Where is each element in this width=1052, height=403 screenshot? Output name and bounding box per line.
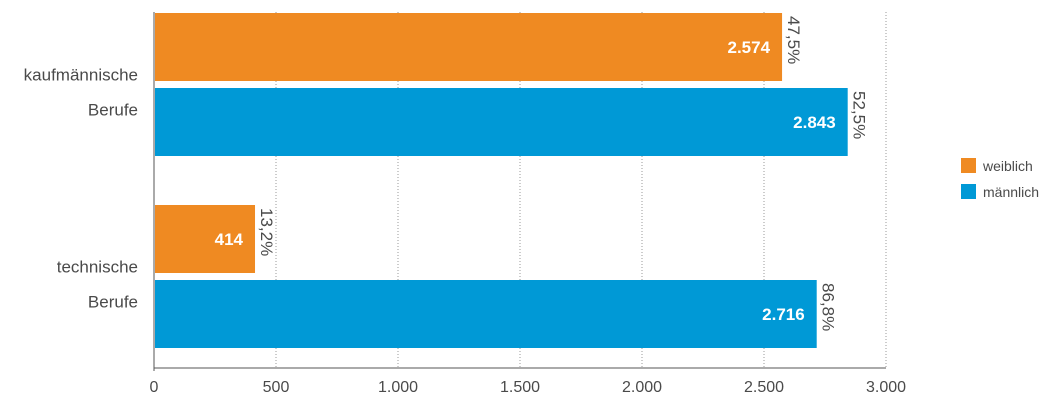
category-labels: kaufmännische Berufe technische Berufe (24, 66, 138, 312)
x-tick-labels: 0 500 1.000 1.500 2.000 2.500 3.000 (150, 379, 907, 396)
bar-männlich-0 (155, 88, 848, 156)
x-tick-label-1500: 1.500 (500, 379, 540, 396)
category-label-1-line-1: technische (57, 258, 138, 277)
x-tick-label-2500: 2.500 (744, 379, 784, 396)
legend-label-männlich: männlich (983, 184, 1039, 200)
category-label-0-line-1: kaufmännische (24, 66, 138, 85)
bar-value-label-weiblich-0: 2.574 (728, 38, 771, 57)
bar-weiblich-0 (155, 13, 783, 81)
bar-value-label-männlich-0: 2.843 (793, 113, 836, 132)
bar-percent-label-weiblich-0: 47,5% (784, 16, 803, 64)
bars: 2.574 47,5% 2.843 52,5% 414 13,2% 2.716 86,8% (155, 13, 869, 348)
bar-percent-label-weiblich-1: 13,2% (257, 208, 276, 256)
bar-value-label-männlich-1: 2.716 (762, 305, 805, 324)
category-label-0-line-2: Berufe (88, 101, 138, 120)
bar-weiblich-1 (155, 205, 256, 273)
x-tick-label-500: 500 (263, 379, 290, 396)
grid-lines (275, 12, 887, 368)
x-tick-label-1000: 1.000 (378, 379, 418, 396)
legend-swatch-weiblich (961, 158, 976, 173)
bar-männlich-1 (155, 280, 817, 348)
bar-percent-label-männlich-1: 86,8% (819, 283, 838, 331)
bar-value-label-weiblich-1: 414 (215, 230, 244, 249)
legend-swatch-männlich (961, 184, 976, 199)
x-tick-label-2000: 2.000 (622, 379, 662, 396)
bar-percent-label-männlich-0: 52,5% (850, 91, 869, 139)
x-tick-label-0: 0 (150, 379, 159, 396)
category-label-1-line-2: Berufe (88, 293, 138, 312)
x-tick-label-3000: 3.000 (866, 379, 906, 396)
legend-label-weiblich: weiblich (982, 158, 1033, 174)
legend: weiblich männlich (961, 158, 1039, 200)
axes (153, 12, 886, 371)
